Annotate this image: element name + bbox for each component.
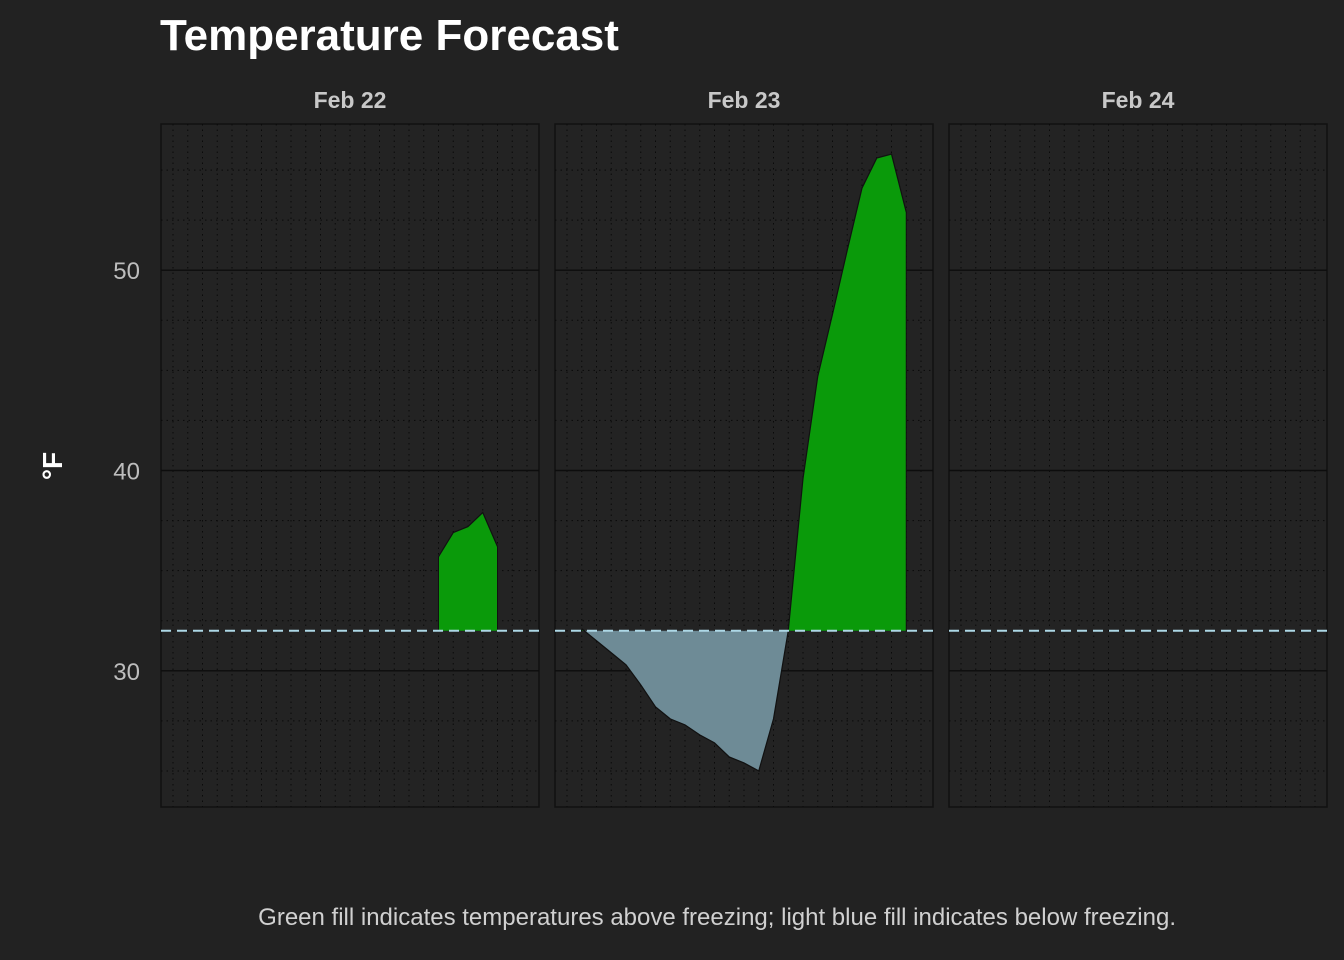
facet-panel: Feb 22: [160, 87, 540, 808]
facet-panel: Feb 24: [948, 87, 1328, 808]
area-below-freezing: [584, 630, 789, 771]
y-axis-ticks: 30 40 50: [113, 258, 140, 686]
facet-strip-label: Feb 23: [708, 87, 781, 113]
y-axis-label: °F: [37, 452, 68, 480]
y-tick-label: 30: [113, 659, 140, 686]
y-tick-label: 40: [113, 459, 140, 486]
temperature-line: [581, 153, 907, 772]
temperature-line: [437, 511, 499, 557]
facet-panel: Feb 23: [554, 87, 934, 808]
area-above-freezing: [438, 512, 498, 631]
y-tick-label: 50: [113, 258, 140, 285]
facet-panels: Feb 22 Feb 23 Feb 24: [160, 87, 1328, 808]
chart-caption: Green fill indicates temperatures above …: [258, 904, 1176, 931]
chart-title: Temperature Forecast: [160, 11, 619, 60]
facet-strip-label: Feb 22: [314, 87, 387, 113]
area-above-freezing: [788, 154, 907, 631]
facet-strip-label: Feb 24: [1102, 87, 1175, 113]
